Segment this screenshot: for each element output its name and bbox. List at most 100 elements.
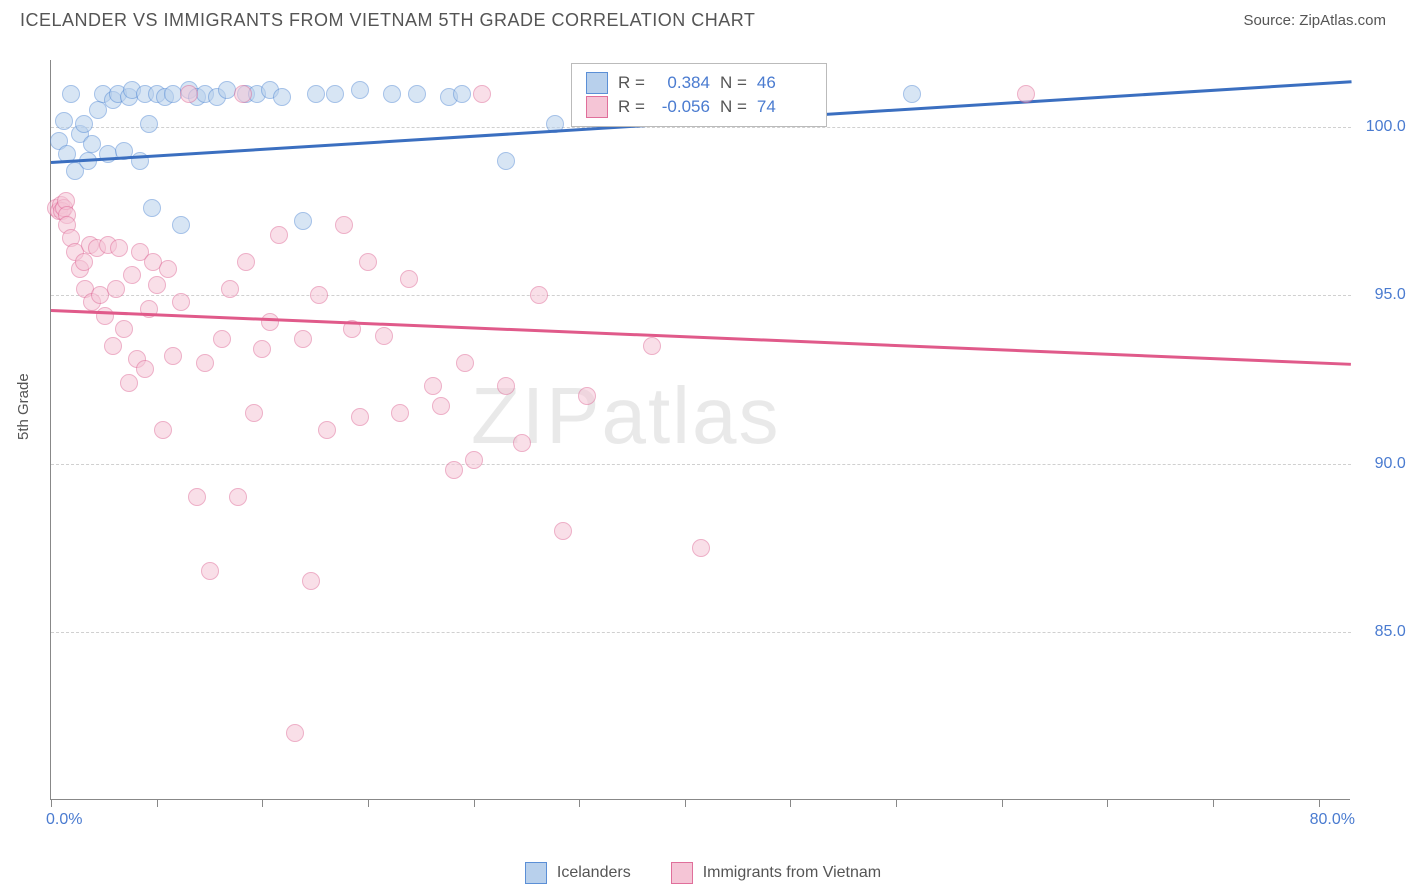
x-tick xyxy=(1002,799,1003,807)
data-point-icelanders xyxy=(351,81,369,99)
grid-line xyxy=(51,464,1351,465)
r-label: R = xyxy=(618,97,645,117)
data-point-vietnam xyxy=(270,226,288,244)
x-tick xyxy=(474,799,475,807)
grid-line xyxy=(51,127,1351,128)
legend-label: Icelanders xyxy=(557,864,631,882)
data-point-vietnam xyxy=(201,562,219,580)
data-point-vietnam xyxy=(120,374,138,392)
data-point-icelanders xyxy=(383,85,401,103)
x-tick xyxy=(579,799,580,807)
data-point-icelanders xyxy=(903,85,921,103)
data-point-vietnam xyxy=(456,354,474,372)
data-point-vietnam xyxy=(302,572,320,590)
data-point-vietnam xyxy=(234,85,252,103)
data-point-vietnam xyxy=(154,421,172,439)
data-point-icelanders xyxy=(326,85,344,103)
data-point-vietnam xyxy=(359,253,377,271)
x-tick xyxy=(368,799,369,807)
watermark-bold: ZIP xyxy=(471,371,601,460)
chart-header: ICELANDER VS IMMIGRANTS FROM VIETNAM 5TH… xyxy=(0,0,1406,36)
data-point-icelanders xyxy=(75,115,93,133)
data-point-vietnam xyxy=(245,404,263,422)
data-point-vietnam xyxy=(445,461,463,479)
x-tick xyxy=(896,799,897,807)
n-label: N = xyxy=(720,97,747,117)
legend-row-icelanders: R = 0.384 N = 46 xyxy=(586,72,812,94)
legend-swatch xyxy=(671,862,693,884)
x-axis-min-label: 0.0% xyxy=(46,811,82,829)
data-point-vietnam xyxy=(75,253,93,271)
data-point-vietnam xyxy=(115,320,133,338)
data-point-vietnam xyxy=(229,488,247,506)
x-tick xyxy=(51,799,52,807)
scatter-plot-area: ZIPatlas 0.0% 80.0% 100.0%95.0%90.0%85.0… xyxy=(50,60,1350,800)
grid-line xyxy=(51,632,1351,633)
legend-row-vietnam: R = -0.056 N = 74 xyxy=(586,96,812,118)
r-label: R = xyxy=(618,73,645,93)
data-point-icelanders xyxy=(218,81,236,99)
y-tick-label: 95.0% xyxy=(1375,286,1406,304)
r-value: 0.384 xyxy=(655,73,710,93)
y-tick-label: 100.0% xyxy=(1366,118,1406,136)
x-tick xyxy=(262,799,263,807)
legend-swatch xyxy=(586,96,608,118)
data-point-vietnam xyxy=(530,286,548,304)
data-point-vietnam xyxy=(400,270,418,288)
y-tick-label: 90.0% xyxy=(1375,455,1406,473)
watermark-thin: atlas xyxy=(601,371,780,460)
data-point-vietnam xyxy=(213,330,231,348)
data-point-vietnam xyxy=(180,85,198,103)
data-point-vietnam xyxy=(465,451,483,469)
legend-item: Immigrants from Vietnam xyxy=(671,862,881,884)
data-point-vietnam xyxy=(310,286,328,304)
legend-swatch xyxy=(586,72,608,94)
data-point-vietnam xyxy=(110,239,128,257)
data-point-vietnam xyxy=(237,253,255,271)
data-point-icelanders xyxy=(62,85,80,103)
data-point-vietnam xyxy=(692,539,710,557)
data-point-icelanders xyxy=(83,135,101,153)
x-tick xyxy=(790,799,791,807)
r-value: -0.056 xyxy=(655,97,710,117)
data-point-vietnam xyxy=(554,522,572,540)
data-point-icelanders xyxy=(172,216,190,234)
data-point-vietnam xyxy=(164,347,182,365)
trend-line-vietnam xyxy=(51,309,1351,365)
data-point-vietnam xyxy=(318,421,336,439)
data-point-vietnam xyxy=(123,266,141,284)
data-point-icelanders xyxy=(99,145,117,163)
data-point-vietnam xyxy=(253,340,271,358)
correlation-legend: R = 0.384 N = 46 R = -0.056 N = 74 xyxy=(571,63,827,127)
data-point-vietnam xyxy=(104,337,122,355)
data-point-vietnam xyxy=(391,404,409,422)
data-point-vietnam xyxy=(286,724,304,742)
n-value: 74 xyxy=(757,97,812,117)
data-point-vietnam xyxy=(136,360,154,378)
n-label: N = xyxy=(720,73,747,93)
n-value: 46 xyxy=(757,73,812,93)
data-point-icelanders xyxy=(497,152,515,170)
data-point-vietnam xyxy=(1017,85,1035,103)
data-point-vietnam xyxy=(107,280,125,298)
x-tick xyxy=(1319,799,1320,807)
data-point-icelanders xyxy=(294,212,312,230)
data-point-vietnam xyxy=(172,293,190,311)
data-point-vietnam xyxy=(96,307,114,325)
data-point-icelanders xyxy=(307,85,325,103)
bottom-legend: Icelanders Immigrants from Vietnam xyxy=(0,862,1406,884)
legend-swatch xyxy=(525,862,547,884)
data-point-icelanders xyxy=(140,115,158,133)
x-tick xyxy=(1107,799,1108,807)
y-tick-label: 85.0% xyxy=(1375,623,1406,641)
chart-source: Source: ZipAtlas.com xyxy=(1243,12,1386,29)
data-point-vietnam xyxy=(432,397,450,415)
data-point-vietnam xyxy=(424,377,442,395)
data-point-vietnam xyxy=(188,488,206,506)
data-point-vietnam xyxy=(375,327,393,345)
data-point-vietnam xyxy=(148,276,166,294)
data-point-vietnam xyxy=(351,408,369,426)
data-point-vietnam xyxy=(221,280,239,298)
x-tick xyxy=(1213,799,1214,807)
data-point-vietnam xyxy=(497,377,515,395)
